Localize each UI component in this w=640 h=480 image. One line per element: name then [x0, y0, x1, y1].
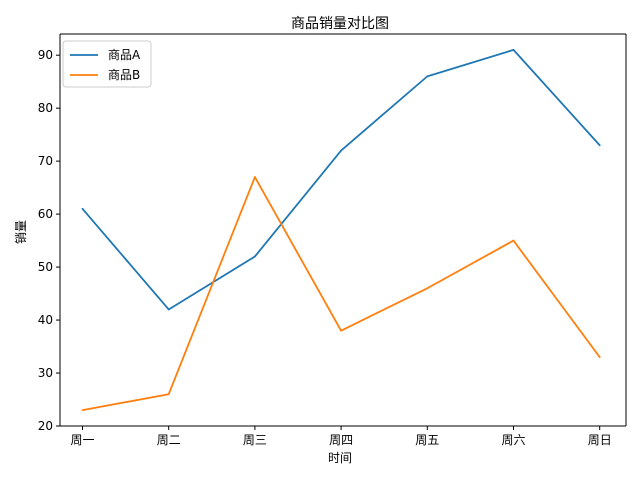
legend-label-series-b: 商品B — [108, 67, 140, 82]
legend: 商品A 商品B — [62, 40, 152, 88]
data-point — [512, 48, 515, 51]
data-point — [598, 356, 601, 359]
x-tick-label: 周六 — [501, 433, 525, 447]
data-point — [340, 149, 342, 152]
data-point — [426, 287, 429, 290]
data-point — [254, 255, 256, 258]
y-tick-label: 90 — [38, 48, 53, 62]
x-tick-label: 周日 — [588, 433, 612, 447]
y-tick-label: 20 — [38, 419, 53, 433]
y-axis-ticks: 20 30 40 50 60 70 80 90 — [38, 48, 60, 433]
plot-frame — [59, 33, 627, 427]
y-tick-label: 70 — [38, 154, 53, 168]
x-axis-label: 时间 — [328, 451, 352, 465]
y-tick-label: 80 — [38, 101, 53, 115]
x-tick-label: 周三 — [243, 433, 267, 447]
plot-area — [60, 34, 626, 426]
x-tick-label: 周四 — [329, 433, 353, 447]
y-tick-label: 50 — [38, 260, 53, 274]
data-point — [340, 329, 342, 332]
plot-background — [60, 34, 626, 426]
data-point — [426, 75, 429, 78]
data-point — [167, 308, 170, 311]
y-tick-label: 40 — [38, 313, 53, 327]
x-axis-ticks: 周一 周二 周三 周四 周五 周六 周日 — [70, 426, 612, 447]
data-point — [81, 207, 84, 210]
x-tick-label: 周一 — [70, 433, 94, 447]
data-point — [512, 239, 515, 242]
chart-title: 商品销量对比图 — [291, 16, 389, 32]
y-axis-label: 销量 — [14, 220, 28, 244]
y-tick-label: 30 — [38, 366, 53, 380]
data-point — [167, 393, 170, 396]
data-point — [598, 144, 601, 147]
x-tick-label: 周二 — [157, 433, 181, 447]
y-tick-label: 60 — [38, 207, 53, 221]
data-point — [254, 176, 256, 178]
legend-label-series-a: 商品A — [108, 47, 141, 62]
data-point — [81, 409, 84, 412]
series-layer — [81, 48, 601, 412]
x-tick-label: 周五 — [415, 433, 439, 447]
